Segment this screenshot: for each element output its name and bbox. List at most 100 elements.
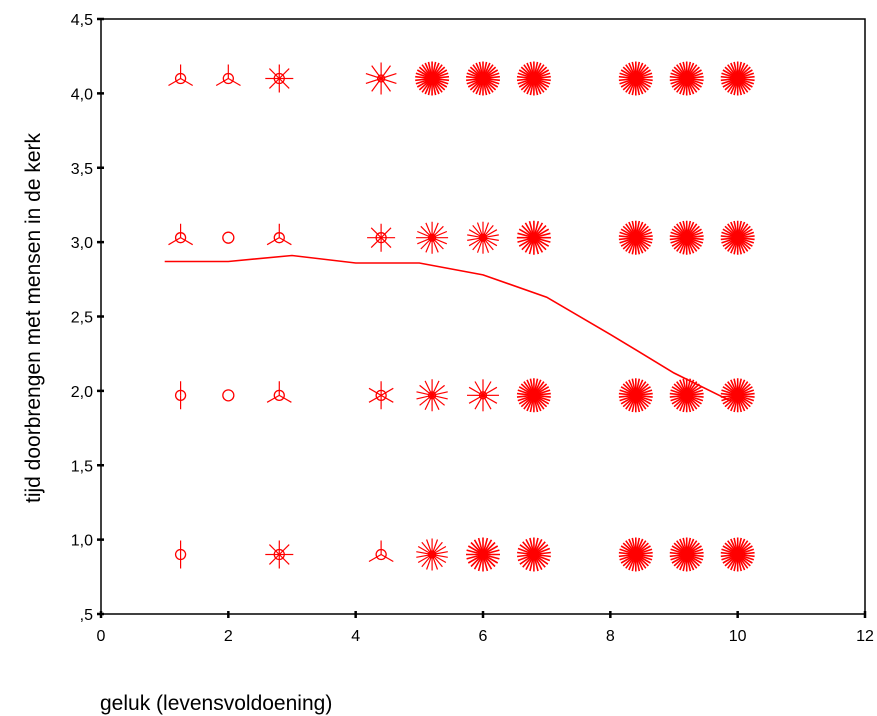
petal (431, 237, 444, 250)
x-tick-label: 0 (97, 628, 106, 645)
petal (380, 237, 392, 249)
petal (682, 220, 688, 238)
petal (431, 391, 448, 396)
petal (472, 237, 484, 251)
petal (631, 378, 637, 396)
petal (380, 387, 394, 396)
y-tick-label: 1,0 (71, 533, 93, 550)
petal (529, 537, 535, 555)
petal (370, 237, 382, 249)
sunflower-point (516, 378, 551, 413)
petal (682, 537, 688, 555)
x-tick-label: 2 (224, 628, 233, 645)
petal (431, 539, 439, 555)
petal (482, 386, 498, 396)
petal (529, 378, 535, 396)
petal (631, 537, 637, 555)
x-tick-label: 12 (856, 628, 874, 645)
y-tick-label: ,5 (80, 607, 93, 624)
petal (268, 544, 280, 555)
petal (467, 234, 484, 239)
petal (417, 230, 433, 239)
x-tick-label: 10 (729, 628, 747, 645)
petal (228, 77, 241, 87)
petal (371, 65, 382, 79)
petal (733, 220, 739, 238)
petal (368, 387, 382, 396)
petal (380, 77, 397, 84)
point-center (222, 231, 235, 244)
petal (380, 73, 397, 80)
petal (419, 384, 433, 396)
petal (368, 553, 382, 563)
petal (380, 227, 392, 239)
petal (424, 395, 433, 411)
sunflower-point (174, 540, 187, 569)
petal (431, 384, 445, 396)
sunflower-point (222, 231, 235, 244)
petal (431, 237, 439, 253)
petal (427, 61, 433, 79)
petal (431, 553, 447, 564)
petal (380, 78, 391, 92)
petal (482, 237, 498, 247)
sunflower-point (618, 537, 653, 572)
petal (468, 394, 484, 404)
petal (468, 237, 484, 247)
points-group (168, 61, 755, 572)
petal (266, 237, 280, 246)
y-tick-label: 1,5 (71, 458, 93, 475)
sunflower-point (517, 537, 551, 572)
petal (431, 237, 448, 245)
point-center (222, 389, 235, 402)
petal (268, 554, 280, 565)
petal (472, 225, 484, 239)
sunflower-point (618, 378, 653, 413)
petal (424, 380, 433, 396)
petal (278, 68, 290, 79)
sunflower-point (168, 64, 194, 87)
sunflower-point (720, 537, 755, 572)
plot-frame (100, 18, 866, 615)
petal (416, 551, 433, 556)
petal (419, 394, 433, 406)
y-tick-label: 2,0 (71, 384, 93, 401)
sunflower-point (618, 61, 653, 96)
petal (631, 220, 637, 238)
petal (467, 237, 484, 241)
petal (180, 77, 194, 87)
petal (474, 395, 484, 410)
petal (733, 61, 739, 79)
y-tick-label: 4,0 (71, 86, 93, 103)
sunflower-point (215, 64, 241, 87)
petal (365, 77, 382, 84)
fit-line-group (164, 254, 732, 403)
y-tick-label: 4,5 (71, 12, 93, 29)
petal (482, 237, 499, 241)
sunflower-point (669, 61, 704, 96)
sunflower-point (466, 379, 500, 412)
plot-border (100, 18, 866, 615)
petal (425, 237, 433, 253)
y-tick-label: 3,0 (71, 235, 93, 252)
petal (426, 539, 433, 555)
fit-line (164, 254, 732, 403)
petal (468, 386, 484, 396)
petal (368, 394, 382, 403)
sunflower-point (415, 61, 450, 96)
petal (431, 394, 448, 400)
petal (482, 225, 494, 239)
sunflower-point (168, 223, 194, 246)
petal (477, 537, 484, 555)
y-axis-ticks: ,5 1,0 1,5 2,0 2,5 3,0 3,5 4,0 4,5 (71, 12, 104, 624)
sunflower-point (516, 61, 551, 96)
x-axis-ticks: 0 2 4 6 8 10 12 (97, 611, 874, 645)
sunflower-point (368, 381, 394, 410)
petal (474, 381, 484, 396)
sunflower-point (266, 223, 292, 246)
petal (421, 554, 433, 568)
petal (420, 225, 433, 239)
petal (431, 553, 448, 558)
